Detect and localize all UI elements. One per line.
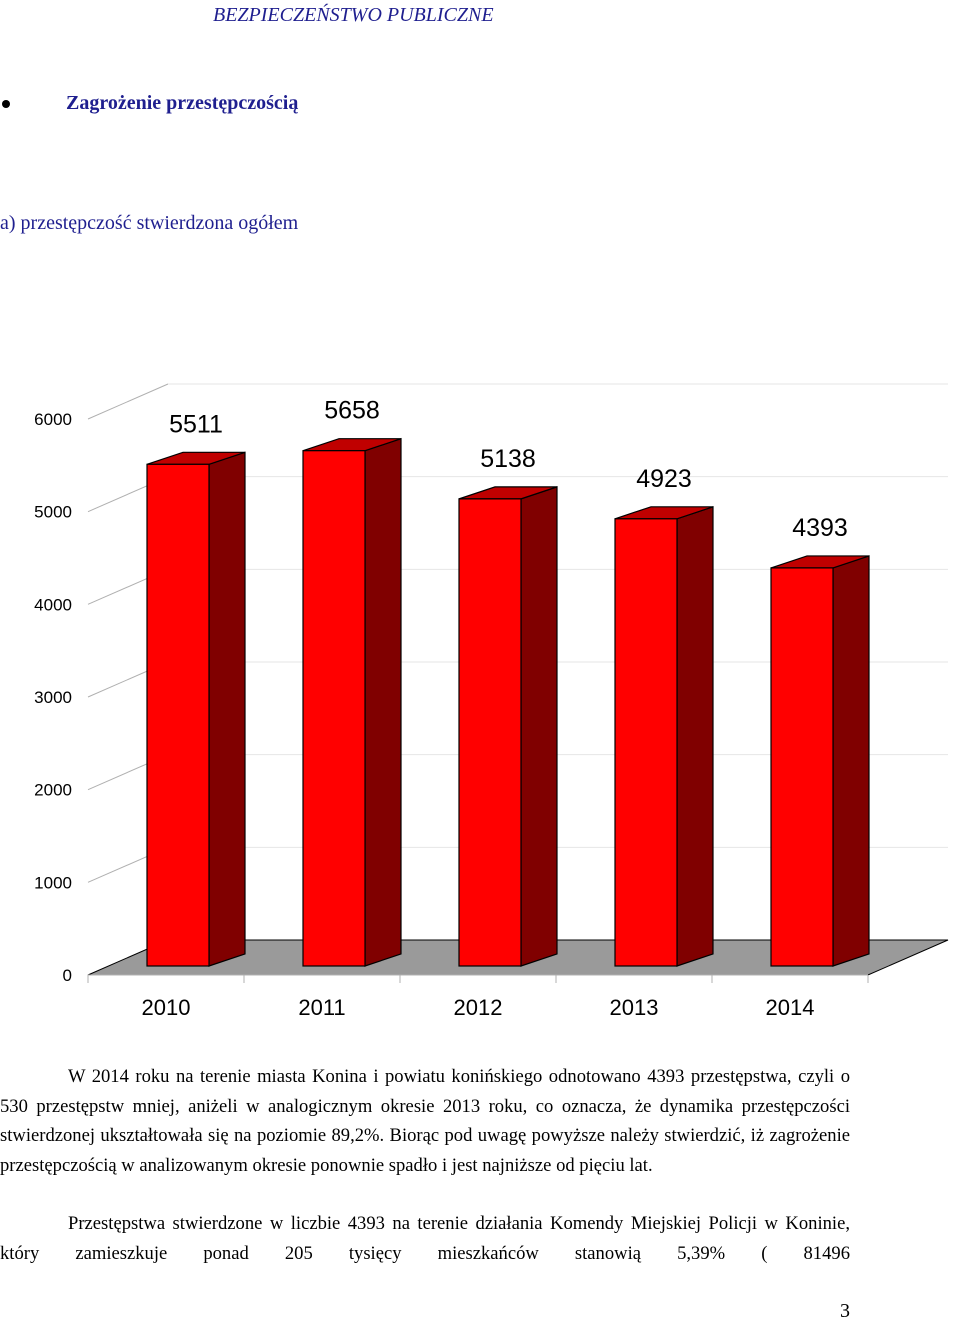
bar-value-label: 5658: [324, 397, 380, 425]
bar-value-label: 4393: [792, 514, 848, 542]
bar-2014: [770, 567, 834, 967]
bar-2010: [146, 463, 210, 967]
paragraph-2: Przestępstwa stwierdzone w liczbie 4393 …: [0, 1213, 850, 1264]
gridline-slant: [87, 383, 169, 420]
bar-value-label: 5138: [480, 445, 536, 473]
section-title: Zagrożenie przestępczością: [66, 92, 299, 114]
bullet-icon: [2, 99, 10, 108]
x-category-label: 2012: [454, 995, 503, 1020]
bar-2011: [302, 450, 366, 967]
document-header: BEZPIECZEŃSTWO PUBLICZNE: [213, 4, 494, 26]
x-category-label: 2013: [610, 995, 659, 1020]
bar-value-label: 5511: [169, 410, 223, 438]
bar-side: [676, 505, 714, 967]
bar-value-label: 4923: [636, 465, 692, 493]
x-category-label: 2011: [298, 995, 345, 1020]
y-tick-label: 6000: [34, 410, 72, 429]
bar-side: [832, 555, 870, 967]
y-tick-label: 3000: [34, 688, 72, 707]
bar-side: [520, 486, 558, 967]
bar-side: [364, 437, 402, 967]
x-category-label: 2014: [766, 995, 815, 1020]
y-tick-label: 4000: [34, 595, 72, 614]
y-tick-label: 2000: [34, 781, 72, 800]
bar-2012: [458, 498, 522, 967]
bar-2013: [614, 518, 678, 967]
crime-bar-chart: 0 1000 2000 3000 4000 5000 6000 5511 2010 5658 201…: [34, 383, 949, 1020]
bar-side: [208, 451, 246, 967]
y-tick-label: 0: [63, 966, 72, 985]
section-heading: Zagrożenie przestępczością: [0, 92, 298, 115]
y-tick-label: 5000: [34, 503, 72, 522]
y-tick-label: 1000: [34, 873, 72, 892]
paragraph-1: W 2014 roku na terenie miasta Konina i p…: [0, 1066, 850, 1176]
x-category-label: 2010: [142, 995, 191, 1020]
subsection-title: a) przestępczość stwierdzona ogółem: [0, 212, 299, 234]
page-number: 3: [840, 1300, 850, 1322]
